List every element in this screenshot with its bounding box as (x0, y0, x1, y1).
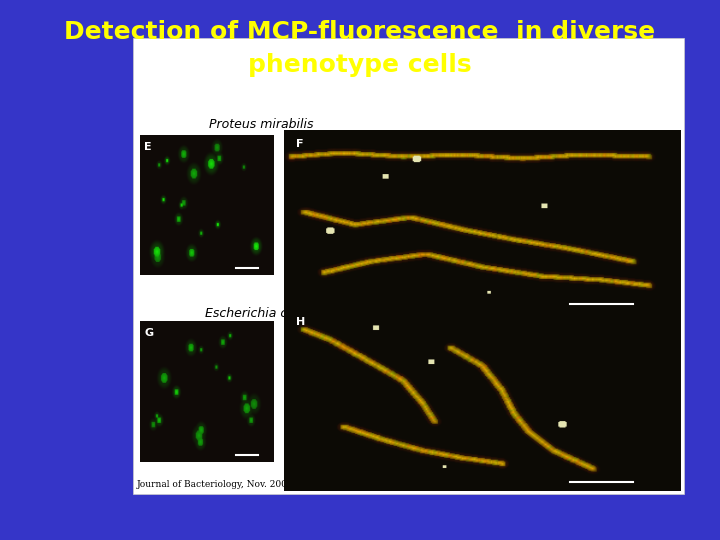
Text: Proteus mirabilis: Proteus mirabilis (209, 118, 313, 131)
Text: Journal of Bacteriology, Nov. 2000, p. 6499–6502: Journal of Bacteriology, Nov. 2000, p. 6… (137, 480, 361, 489)
FancyBboxPatch shape (133, 38, 684, 494)
Text: Detection of MCP-fluorescence  in diverse: Detection of MCP-fluorescence in diverse (64, 21, 656, 44)
Text: Escherichia coli: Escherichia coli (205, 307, 302, 320)
Text: phenotype cells: phenotype cells (248, 53, 472, 77)
Text: H: H (297, 317, 305, 327)
Text: E: E (145, 142, 152, 152)
Text: G: G (145, 328, 153, 339)
Text: F: F (297, 139, 304, 149)
